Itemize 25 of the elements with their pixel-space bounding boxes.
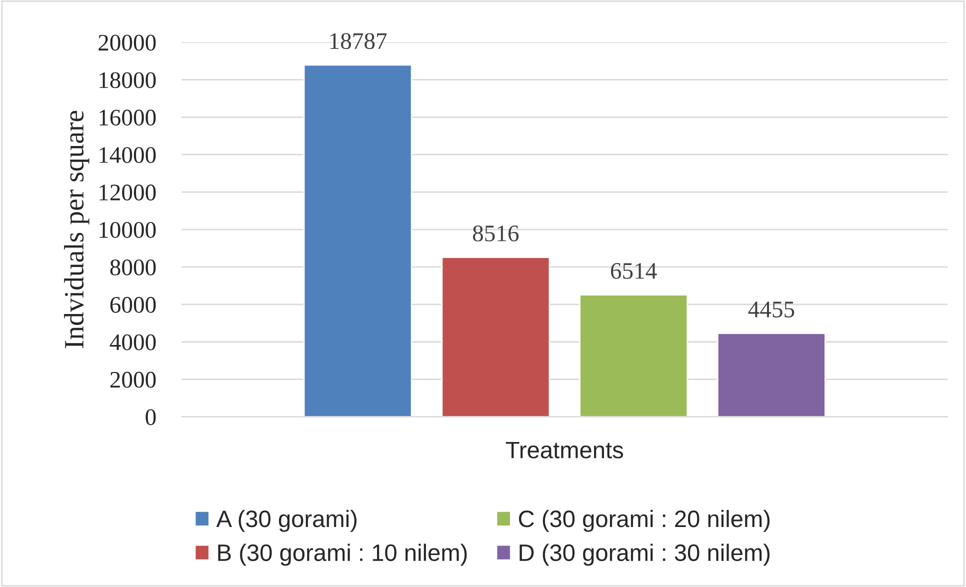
y-tick-label: 10000 — [100, 222, 156, 238]
data-label: 8516 — [472, 225, 519, 242]
y-tick-label: 8000 — [110, 259, 156, 276]
y-axis-title: Indviduals per square — [64, 110, 90, 348]
y-tick-label: 12000 — [100, 184, 156, 200]
legend-label: D (30 gorami : 30 nilem) — [520, 544, 770, 566]
legend-label: B (30 gorami : 10 nilem) — [218, 544, 467, 566]
bar — [716, 332, 826, 417]
y-tick-label: 2000 — [110, 372, 156, 388]
bar — [441, 256, 550, 417]
x-axis-title: Treatments — [506, 442, 624, 458]
y-tick-label: 14000 — [100, 147, 156, 164]
bar — [303, 64, 412, 417]
y-tick-label: 20000 — [98, 34, 156, 51]
y-tick-label: 16000 — [100, 110, 156, 126]
legend-label: C (30 gorami : 20 nilem) — [518, 510, 770, 532]
y-tick-label: 18000 — [100, 72, 156, 88]
data-label: 4455 — [748, 302, 794, 318]
y-tick-label: 4000 — [110, 334, 156, 350]
bar — [579, 294, 688, 417]
data-label: 18787 — [330, 33, 387, 50]
y-tick-label: 6000 — [110, 296, 156, 313]
data-label: 6514 — [610, 263, 657, 279]
legend-label: A (30 gorami) — [216, 510, 357, 532]
y-tick-label: 0 — [146, 409, 156, 426]
